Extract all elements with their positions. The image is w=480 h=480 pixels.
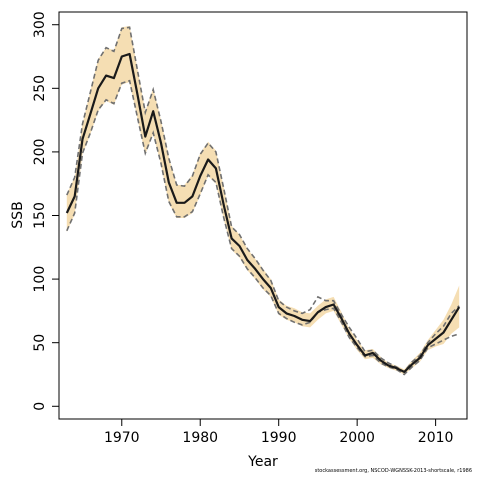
series-line-layer: [65, 26, 461, 376]
x-tick-label-1990: 1990: [261, 430, 297, 446]
y-tick-label-200: 200: [32, 139, 48, 166]
axis-layer: 1970 1980 1990 2000 2010 0 50 100 150 200 250 300: [32, 11, 453, 446]
y-tick-label-250: 250: [32, 75, 48, 102]
y-tick-label-100: 100: [32, 266, 48, 293]
upper-bound-line: [66, 26, 460, 373]
footer-credit: stockassessment.org, NSCOD-WGNSSK-2013-s…: [314, 468, 472, 474]
y-axis-title: SSB: [10, 201, 26, 228]
x-tick-label-2010: 2010: [418, 430, 454, 446]
x-tick-label-1970: 1970: [104, 430, 140, 446]
ssb-line: [65, 52, 461, 373]
y-tick-label-300: 300: [32, 11, 48, 38]
y-tick-label-150: 150: [32, 202, 48, 229]
y-tick-label-50: 50: [32, 334, 48, 352]
lower-bound-line: [66, 79, 460, 376]
confidence-band-layer: [66, 26, 460, 375]
y-tick-label-0: 0: [32, 402, 48, 411]
confidence-band: [66, 26, 460, 375]
x-axis-title: Year: [247, 454, 278, 470]
x-tick-label-1980: 1980: [182, 430, 218, 446]
x-tick-label-2000: 2000: [339, 430, 375, 446]
